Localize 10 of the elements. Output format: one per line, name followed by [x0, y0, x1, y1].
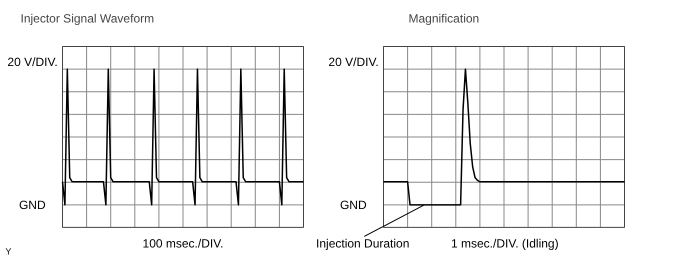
text: 20 V/DIV. [328, 55, 379, 70]
text: GND [340, 198, 367, 212]
text: Y [5, 246, 12, 256]
text: GND [18, 198, 46, 212]
text: 20 V/DIV. [7, 55, 58, 70]
chart-title: Magnification [408, 12, 480, 26]
x-axis-title: 100 msec./DIV. [142, 236, 224, 250]
x-axis-title: 1 msec./DIV. (Idling) [450, 236, 559, 250]
chart-title: Injector Signal Waveform [20, 12, 154, 26]
text: Injection Duration [316, 236, 410, 250]
